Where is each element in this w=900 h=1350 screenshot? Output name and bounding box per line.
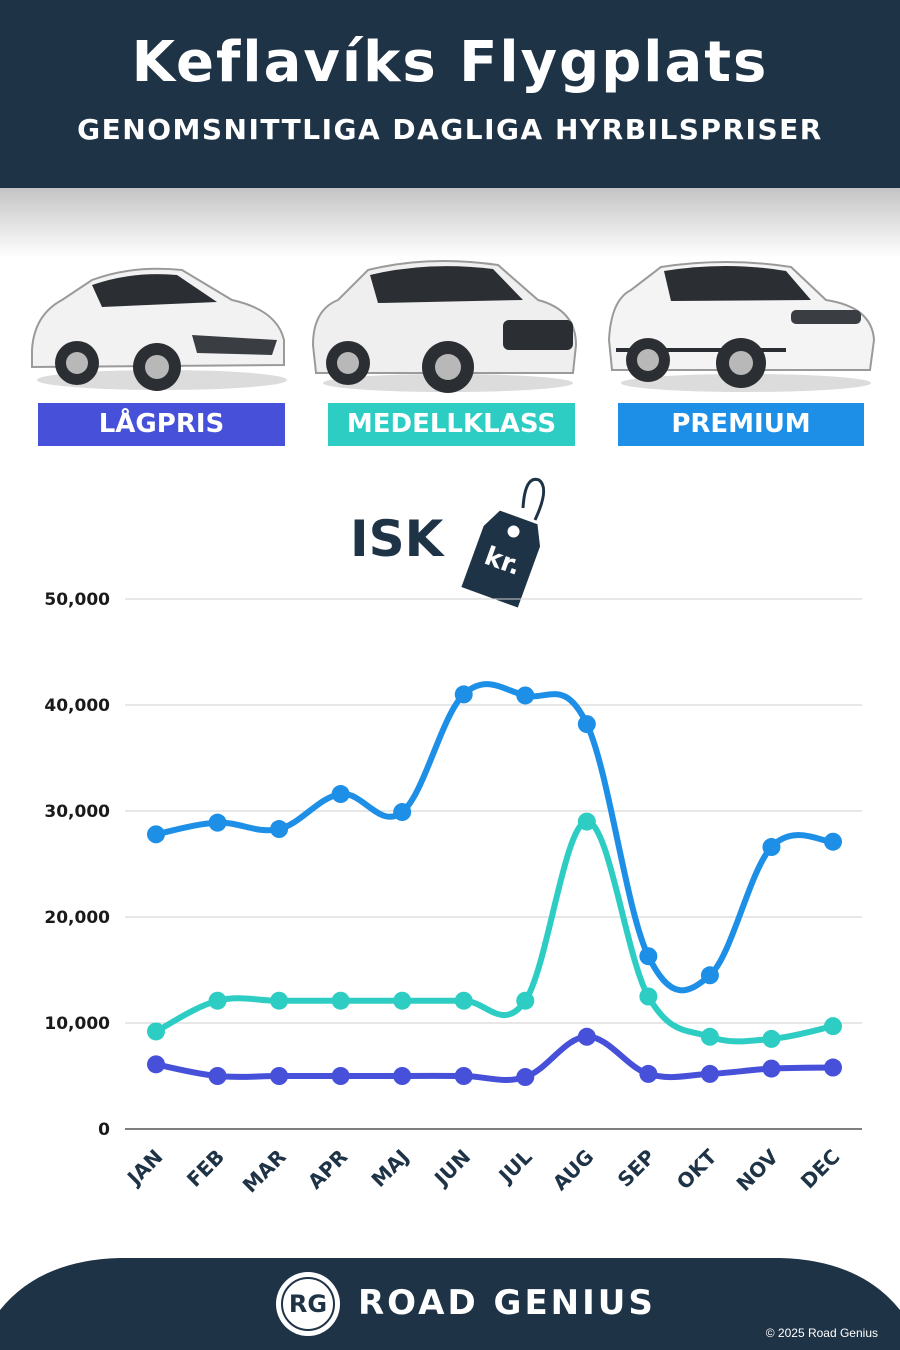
- road-genius-logo: RG: [276, 1272, 340, 1336]
- suv-car-icon: [311, 260, 578, 393]
- footer-banner: [0, 1258, 900, 1350]
- page-subtitle: GENOMSNITTLIGA DAGLIGA HYRBILSPRISER: [77, 113, 823, 146]
- x-tick-label: SEP: [613, 1145, 660, 1192]
- data-point: [270, 1067, 289, 1085]
- data-point: [700, 1027, 719, 1046]
- badge-lagpris: LÅGPRIS: [38, 403, 285, 446]
- series-line: [153, 681, 836, 994]
- x-tick-label: OKT: [672, 1144, 722, 1194]
- data-point: [454, 1067, 473, 1085]
- header-banner: Keflavíks Flygplats GENOMSNITTLIGA DAGLI…: [0, 0, 900, 188]
- data-point: [270, 820, 289, 839]
- brand-name: ROAD GENIUS: [358, 1283, 656, 1323]
- data-point: [577, 715, 596, 734]
- data-point: [454, 685, 473, 704]
- y-tick-label: 10,000: [44, 1014, 110, 1034]
- data-point: [639, 1064, 658, 1083]
- data-point: [639, 987, 658, 1006]
- data-point: [393, 1067, 412, 1085]
- y-tick-label: 50,000: [44, 590, 110, 610]
- x-tick-label: FEB: [182, 1145, 229, 1192]
- y-tick-label: 0: [98, 1120, 110, 1140]
- data-point: [147, 1055, 165, 1074]
- x-tick-label: NOV: [732, 1144, 784, 1196]
- data-point: [208, 813, 227, 832]
- x-tick-label: APR: [303, 1145, 352, 1194]
- data-point: [331, 991, 350, 1010]
- badge-premium: PREMIUM: [618, 403, 864, 446]
- data-point: [208, 1067, 227, 1085]
- data-point: [331, 1067, 350, 1085]
- x-tick-label: JAN: [121, 1145, 167, 1191]
- y-tick-label: 20,000: [44, 908, 110, 928]
- data-point: [270, 991, 289, 1010]
- data-point: [824, 832, 842, 851]
- data-point: [208, 991, 227, 1010]
- data-point: [762, 838, 781, 857]
- data-point: [147, 1022, 165, 1041]
- data-point: [393, 991, 412, 1010]
- page-title: Keflavíks Flygplats: [131, 30, 769, 95]
- data-point: [147, 825, 165, 844]
- x-tick-label: JUN: [428, 1145, 475, 1192]
- y-tick-label: 30,000: [44, 802, 110, 822]
- premium-suv-icon: [607, 261, 876, 392]
- copyright: © 2025 Road Genius: [765, 1326, 878, 1340]
- data-point: [516, 1068, 535, 1087]
- y-tick-label: 40,000: [44, 696, 110, 716]
- x-tick-label: DEC: [796, 1145, 845, 1194]
- x-tick-label: JUL: [493, 1144, 537, 1188]
- data-point: [516, 686, 535, 705]
- data-point: [454, 991, 473, 1010]
- x-tick-label: MAJ: [366, 1145, 413, 1192]
- data-point: [700, 1064, 719, 1083]
- header-shadow: [0, 188, 900, 258]
- data-point: [331, 785, 350, 804]
- data-point: [762, 1029, 781, 1048]
- price-tag-icon: kr.: [461, 477, 546, 608]
- x-tick-label: MAR: [238, 1145, 291, 1198]
- data-point: [577, 812, 596, 831]
- data-point: [639, 947, 658, 966]
- data-point: [762, 1059, 781, 1078]
- currency-label: ISK: [350, 510, 444, 568]
- x-tick-label: AUG: [548, 1145, 599, 1196]
- data-point: [516, 991, 535, 1010]
- hatchback-car-icon: [31, 267, 287, 391]
- data-point: [700, 966, 719, 985]
- data-point: [393, 803, 412, 822]
- badge-medellklass: MEDELLKLASS: [328, 403, 575, 446]
- data-point: [824, 1058, 842, 1077]
- logo-monogram: RG: [281, 1277, 335, 1331]
- data-point: [577, 1027, 596, 1046]
- data-point: [824, 1017, 842, 1036]
